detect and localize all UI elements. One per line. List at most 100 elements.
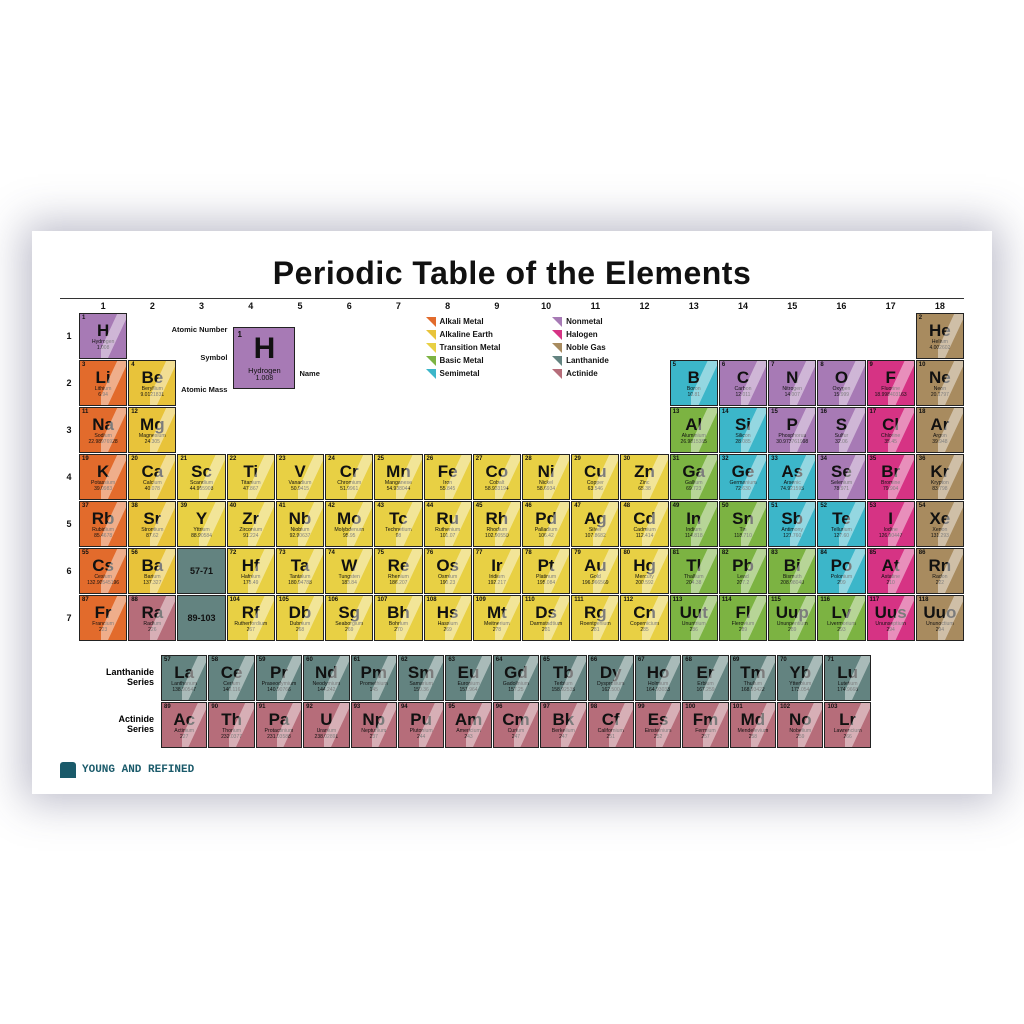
atomic-number: 36 — [919, 456, 926, 462]
atomic-number: 56 — [131, 550, 138, 556]
element-symbol: Th — [221, 711, 242, 728]
row-header: 2 — [60, 360, 78, 406]
element-symbol: Uuo — [923, 604, 956, 621]
atomic-number: 107 — [377, 597, 387, 603]
atomic-mass: 162.500 — [602, 688, 620, 693]
atomic-mass: 281 — [542, 628, 550, 633]
element-po: 84PoPolonium209 — [817, 548, 865, 594]
atomic-number: 14 — [722, 409, 729, 415]
legend-item: Nonmetal — [552, 317, 667, 327]
atomic-number: 41 — [279, 503, 286, 509]
element-symbol: Er — [697, 664, 715, 681]
atomic-number: 87 — [82, 597, 89, 603]
element-symbol: Ba — [141, 557, 163, 574]
row-header: 6 — [60, 548, 78, 594]
element-symbol: As — [781, 463, 803, 480]
atomic-number: 83 — [771, 550, 778, 556]
atomic-number: 88 — [131, 597, 138, 603]
element-w: 74WTungsten183.84 — [325, 548, 373, 594]
atomic-number: 94 — [401, 704, 408, 710]
atomic-mass: 204.38 — [686, 581, 701, 586]
element-symbol: Yb — [789, 664, 811, 681]
atomic-mass: 26.9815385 — [681, 440, 707, 445]
element-lr: 103LrLawrencium266 — [824, 702, 870, 748]
atomic-number: 17 — [870, 409, 877, 415]
element-ni: 28NiNickel58.6934 — [522, 454, 570, 500]
element-i: 53IIodine126.90447 — [867, 501, 915, 547]
legend-item: Halogen — [552, 330, 667, 340]
atomic-mass: 251 — [607, 735, 615, 740]
legend-label: Lanthanide — [566, 356, 609, 365]
column-header: 5 — [276, 299, 324, 311]
atomic-mass: 39.0983 — [94, 487, 112, 492]
atomic-number: 34 — [820, 456, 827, 462]
legend-swatch-icon — [426, 369, 436, 379]
element-uuo: 118UuoUnunoctium294 — [916, 595, 964, 641]
atomic-number: 74 — [328, 550, 335, 556]
element-symbol: Db — [289, 604, 312, 621]
legend-swatch-icon — [426, 317, 436, 327]
atomic-number: 53 — [870, 503, 877, 509]
element-rn: 86RnRadon222 — [916, 548, 964, 594]
atomic-number: 115 — [771, 597, 781, 603]
column-header: 4 — [227, 299, 275, 311]
column-header: 3 — [177, 299, 225, 311]
element-symbol: P — [787, 416, 798, 433]
element-ho: 67HoHolmium164.93033 — [635, 655, 681, 701]
atomic-number: 16 — [820, 409, 827, 415]
atomic-number: 28 — [525, 456, 532, 462]
column-header: 13 — [670, 299, 718, 311]
element-ds: 110DsDarmstadtium281 — [522, 595, 570, 641]
element-symbol: Cs — [92, 557, 114, 574]
atomic-number: 117 — [870, 597, 880, 603]
series-placeholder: 57-71 — [177, 548, 225, 594]
element-symbol: Ni — [538, 463, 555, 480]
element-as: 33AsArsenic74.921595 — [768, 454, 816, 500]
element-symbol: Hg — [633, 557, 656, 574]
atomic-mass: 278 — [493, 628, 501, 633]
atomic-number: 13 — [673, 409, 680, 415]
element-v: 23VVanadium50.9415 — [276, 454, 324, 500]
atomic-mass: 51.9961 — [340, 487, 358, 492]
atomic-mass: 227 — [180, 735, 188, 740]
element-he: 2HeHelium4.002602 — [916, 313, 964, 359]
legend-label: Transition Metal — [440, 343, 501, 352]
element-symbol: Pa — [269, 711, 290, 728]
key-label-atomic-mass: Atomic Mass — [171, 385, 227, 394]
element-symbol: U — [320, 711, 332, 728]
atomic-number: 23 — [279, 456, 286, 462]
atomic-mass: 158.92535 — [552, 688, 576, 693]
element-symbol: I — [888, 510, 893, 527]
atomic-mass: 257 — [701, 735, 709, 740]
element-nb: 41NbNiobium92.90637 — [276, 501, 324, 547]
atomic-number: 111 — [574, 597, 583, 603]
atomic-mass: 20.1797 — [931, 393, 949, 398]
element-symbol: Ti — [243, 463, 258, 480]
element-os: 76OsOsmium190.23 — [424, 548, 472, 594]
element-ac: 89AcActinium227 — [161, 702, 207, 748]
legend-item: Actinide — [552, 369, 667, 379]
element-uut: 113UutUnuntrium286 — [670, 595, 718, 641]
element-symbol: Ho — [647, 664, 670, 681]
element-symbol: B — [688, 369, 700, 386]
atomic-number: 98 — [591, 704, 598, 710]
element-ge: 32GeGermanium72.630 — [719, 454, 767, 500]
atomic-number: 71 — [827, 657, 834, 663]
atomic-mass: 294 — [886, 628, 894, 633]
element-al: 13AlAluminium26.9815385 — [670, 407, 718, 453]
atomic-mass: 98 — [396, 534, 402, 539]
element-symbol: Kr — [930, 463, 949, 480]
atomic-mass: 267 — [247, 628, 255, 633]
element-symbol: Bk — [552, 711, 574, 728]
footer-text: YOUNG AND REFINED — [82, 764, 194, 776]
element-symbol: Zn — [634, 463, 655, 480]
element-symbol: Ge — [732, 463, 755, 480]
atomic-number: 97 — [543, 704, 550, 710]
element-pu: 94PuPlutonium244 — [398, 702, 444, 748]
element-mn: 25MnManganese54.938044 — [374, 454, 422, 500]
atomic-number: 5 — [673, 362, 676, 368]
element-lv: 116LvLivermorium293 — [817, 595, 865, 641]
atomic-number: 24 — [328, 456, 335, 462]
atomic-number: 61 — [354, 657, 361, 663]
element-symbol: Cl — [882, 416, 899, 433]
